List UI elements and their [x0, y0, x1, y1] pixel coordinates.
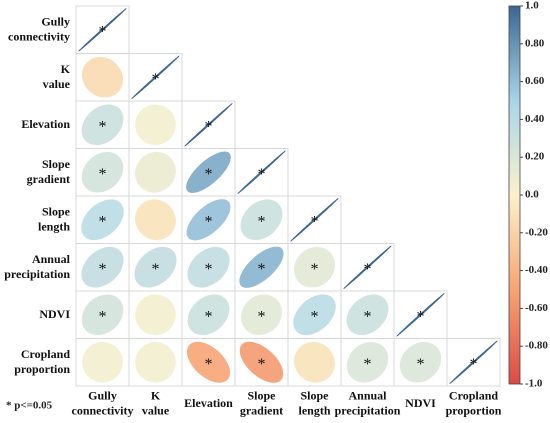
significance-marker: *	[311, 308, 319, 325]
significance-marker: *	[258, 261, 266, 278]
significance-marker: *	[258, 166, 266, 183]
correlation-ellipse	[290, 197, 339, 242]
colorbar-tick-label: 0.20	[525, 151, 545, 163]
correlation-ellipse	[396, 292, 445, 337]
column-label: NDVI	[405, 396, 436, 410]
correlation-ellipse	[184, 102, 233, 147]
significance-marker: *	[364, 308, 372, 325]
correlation-ellipse	[399, 341, 442, 383]
colorbar-tick-label: 0.0	[525, 189, 539, 201]
colorbar-tick-label: 0.80	[525, 37, 545, 49]
significance-marker: *	[417, 308, 425, 325]
colorbar-tick-label: 1.0	[525, 0, 539, 12]
significance-marker: *	[364, 261, 372, 278]
correlation-ellipse	[240, 294, 283, 336]
correlation-ellipse	[293, 246, 336, 288]
correlation-ellipse	[186, 199, 231, 241]
column-label: Annual precipitation	[335, 388, 401, 417]
significance-marker: *	[311, 213, 319, 230]
correlation-ellipse	[449, 340, 498, 385]
row-label: Gully connectivity	[8, 14, 70, 43]
correlation-ellipse	[293, 294, 336, 336]
correlation-ellipse	[131, 55, 180, 100]
row-label: Slope length	[38, 204, 71, 233]
correlation-ellipse	[294, 341, 335, 383]
row-label: Elevation	[21, 117, 70, 131]
significance-marker: *	[470, 356, 478, 373]
cell	[446, 338, 501, 387]
row-label: Slope gradient	[27, 157, 71, 186]
column-label: Slope length	[298, 388, 330, 417]
colorbar-tick-label: -0.40	[525, 264, 548, 276]
row-label: Annual precipitation	[4, 252, 70, 281]
column-label: Gully connectivity	[72, 388, 134, 417]
column-label: Cropland proportion	[446, 388, 502, 417]
significance-marker: *	[205, 308, 213, 325]
significance-marker: *	[99, 23, 107, 40]
significance-marker: *	[152, 261, 160, 278]
colorbar-tick-label: -0.80	[525, 340, 548, 352]
correlation-ellipse	[239, 246, 284, 288]
significance-marker: *	[205, 118, 213, 135]
colorbar-tick-label: 0.40	[525, 113, 545, 125]
correlation-ellipse	[81, 104, 124, 146]
colorbar-tick-label: 0.60	[525, 75, 545, 87]
significance-marker: *	[205, 166, 213, 183]
significance-marker: *	[205, 213, 213, 230]
significance-marker: *	[311, 261, 319, 278]
significance-marker: *	[99, 118, 107, 135]
colorbar	[508, 5, 521, 385]
row-label: NDVI	[39, 307, 70, 321]
correlation-ellipse	[81, 294, 124, 336]
significance-marker: *	[99, 261, 107, 278]
significance-marker: *	[99, 213, 107, 230]
column-label: Elevation	[184, 396, 233, 410]
correlation-ellipse	[135, 151, 176, 193]
significance-marker: *	[258, 308, 266, 325]
correlation-ellipse	[240, 199, 283, 241]
significance-marker: *	[152, 71, 160, 88]
correlation-ellipse	[346, 341, 389, 383]
correlation-ellipse	[135, 104, 176, 146]
correlation-ellipse	[81, 246, 124, 288]
significance-marker: *	[364, 356, 372, 373]
correlation-ellipse	[186, 151, 231, 193]
correlation-ellipse	[82, 341, 123, 383]
significance-marker: *	[417, 356, 425, 373]
correlation-ellipse	[187, 246, 230, 288]
correlation-ellipse	[81, 199, 124, 241]
significance-marker: *	[258, 213, 266, 230]
significance-marker: *	[258, 356, 266, 373]
correlation-ellipse	[239, 341, 284, 383]
correlation-ellipse	[81, 56, 124, 98]
colorbar-tick-label: -0.60	[525, 302, 548, 314]
correlation-ellipse	[237, 150, 286, 195]
correlation-ellipse	[346, 294, 389, 336]
correlation-ellipse	[81, 151, 124, 193]
significance-marker: *	[99, 308, 107, 325]
row-label: Cropland proportion	[14, 347, 70, 376]
correlation-ellipse	[343, 245, 392, 290]
significance-marker: *	[99, 166, 107, 183]
significance-marker: *	[205, 261, 213, 278]
correlation-ellipse	[186, 341, 231, 383]
correlation-ellipse	[135, 199, 176, 241]
significance-marker: *	[205, 356, 213, 373]
correlation-ellipse	[187, 294, 230, 336]
footnote: * p<=0.05	[6, 400, 53, 412]
colorbar-tick-label: -0.20	[525, 226, 548, 238]
correlation-ellipse	[135, 341, 176, 383]
colorbar-tick-label: -1.0	[525, 378, 543, 390]
correlation-ellipse	[134, 246, 177, 288]
correlation-ellipse	[135, 294, 176, 336]
column-label: Slope gradient	[240, 388, 283, 417]
correlation-ellipse	[78, 7, 127, 52]
